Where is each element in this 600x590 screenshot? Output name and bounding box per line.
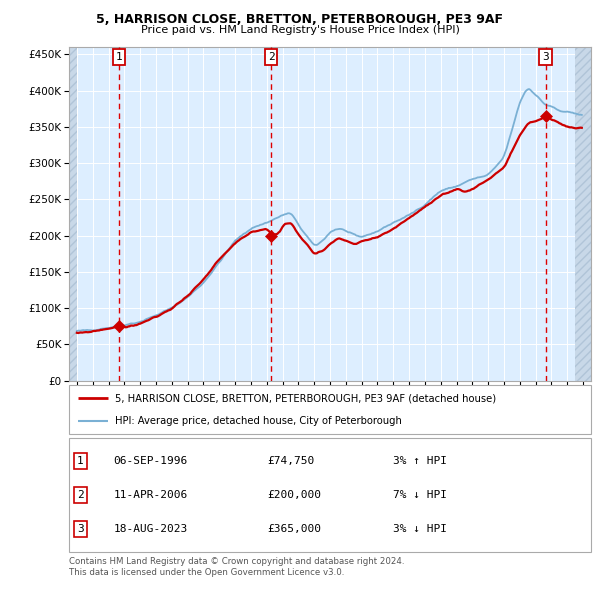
Text: 7% ↓ HPI: 7% ↓ HPI — [392, 490, 446, 500]
Text: HPI: Average price, detached house, City of Peterborough: HPI: Average price, detached house, City… — [115, 415, 402, 425]
Text: 5, HARRISON CLOSE, BRETTON, PETERBOROUGH, PE3 9AF (detached house): 5, HARRISON CLOSE, BRETTON, PETERBOROUGH… — [115, 394, 496, 404]
Text: 3% ↓ HPI: 3% ↓ HPI — [392, 524, 446, 534]
Bar — [69, 47, 77, 381]
Text: Contains HM Land Registry data © Crown copyright and database right 2024.: Contains HM Land Registry data © Crown c… — [69, 558, 404, 566]
Text: 3: 3 — [542, 52, 549, 62]
Text: 2: 2 — [77, 490, 84, 500]
FancyBboxPatch shape — [69, 385, 591, 434]
Text: 11-APR-2006: 11-APR-2006 — [113, 490, 188, 500]
Text: 3: 3 — [77, 524, 84, 534]
Text: £365,000: £365,000 — [268, 524, 322, 534]
Text: £200,000: £200,000 — [268, 490, 322, 500]
FancyBboxPatch shape — [69, 438, 591, 552]
Text: Price paid vs. HM Land Registry's House Price Index (HPI): Price paid vs. HM Land Registry's House … — [140, 25, 460, 35]
Text: This data is licensed under the Open Government Licence v3.0.: This data is licensed under the Open Gov… — [69, 568, 344, 577]
Text: 2: 2 — [268, 52, 275, 62]
Text: 06-SEP-1996: 06-SEP-1996 — [113, 456, 188, 466]
Text: 5, HARRISON CLOSE, BRETTON, PETERBOROUGH, PE3 9AF: 5, HARRISON CLOSE, BRETTON, PETERBOROUGH… — [97, 13, 503, 26]
Text: 1: 1 — [77, 456, 84, 466]
Text: 3% ↑ HPI: 3% ↑ HPI — [392, 456, 446, 466]
Text: 18-AUG-2023: 18-AUG-2023 — [113, 524, 188, 534]
Text: £74,750: £74,750 — [268, 456, 314, 466]
Bar — [575, 47, 591, 381]
Text: 1: 1 — [116, 52, 122, 62]
